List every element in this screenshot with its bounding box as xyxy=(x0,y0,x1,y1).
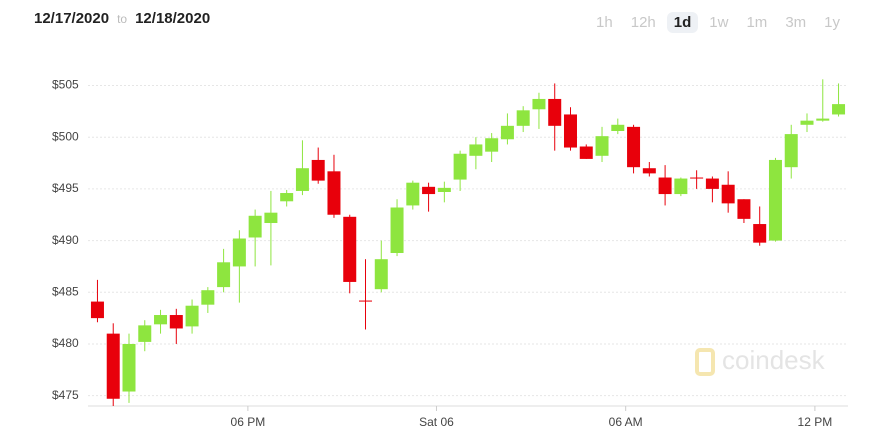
candle-body xyxy=(327,171,341,215)
candle-body xyxy=(169,315,183,329)
candle-body xyxy=(437,187,451,192)
candle-body xyxy=(721,184,735,204)
candle-body xyxy=(311,159,325,181)
candle-body xyxy=(422,186,436,195)
watermark-logo xyxy=(695,348,715,376)
candle-body xyxy=(406,182,420,206)
candle-body xyxy=(816,118,830,121)
candle-body xyxy=(548,98,562,126)
candle-body xyxy=(295,168,309,191)
candle-body xyxy=(374,259,388,290)
range-button[interactable]: 1w xyxy=(709,14,729,31)
y-tick-label: $480 xyxy=(52,336,79,350)
candle-body xyxy=(705,178,719,189)
range-button[interactable]: 3m xyxy=(785,14,807,31)
candle-body xyxy=(217,262,231,288)
x-tick-label: 06 PM xyxy=(231,415,266,429)
candle-body xyxy=(690,177,704,179)
range-button[interactable]: 12h xyxy=(630,14,656,31)
candle-body xyxy=(280,193,294,202)
candle-body xyxy=(674,178,688,195)
candle-body xyxy=(90,301,104,319)
candle-body xyxy=(516,110,530,126)
watermark: coindesk xyxy=(722,345,826,375)
candle-body xyxy=(579,146,593,159)
y-tick-label: $490 xyxy=(52,233,79,247)
candle-body xyxy=(264,212,278,224)
y-tick-label: $475 xyxy=(52,388,79,402)
y-tick-label: $495 xyxy=(52,181,79,195)
range-buttons: 1h 12h 1d 1w 1m 3m 1y xyxy=(589,12,847,33)
candle-body xyxy=(532,98,546,110)
candle-body xyxy=(453,153,467,180)
candle-body xyxy=(248,215,262,238)
candle-body xyxy=(753,224,767,243)
date-range: 12/17/2020 to 12/18/2020 xyxy=(34,10,210,27)
candle-body xyxy=(106,333,120,399)
candle-body xyxy=(185,305,199,327)
candle-body xyxy=(832,104,846,115)
x-tick-label: 12 PM xyxy=(798,415,833,429)
candle-body xyxy=(485,138,499,152)
candle-body xyxy=(642,168,656,174)
range-end: 12/18/2020 xyxy=(135,10,211,27)
candle-body xyxy=(469,144,483,156)
range-button[interactable]: 1d xyxy=(666,12,699,33)
candle-body xyxy=(563,114,577,148)
candle-body xyxy=(768,159,782,241)
y-tick-label: $500 xyxy=(52,129,79,143)
candle-body xyxy=(800,120,814,125)
y-tick-label: $505 xyxy=(52,78,79,92)
candle-body xyxy=(658,177,672,195)
candle-body xyxy=(627,126,641,168)
candle-body xyxy=(138,325,152,342)
candle-body xyxy=(784,134,798,168)
candle-body xyxy=(232,238,246,267)
candle-body xyxy=(500,125,514,140)
candle-body xyxy=(737,199,751,219)
candle-body xyxy=(595,136,609,156)
range-button[interactable]: 1h xyxy=(596,14,613,31)
candle-body xyxy=(390,207,404,253)
candle-body xyxy=(154,315,168,325)
range-start: 12/17/2020 xyxy=(34,10,110,27)
x-tick-label: Sat 06 xyxy=(419,415,454,429)
y-tick-label: $485 xyxy=(52,284,79,298)
range-sep: to xyxy=(117,12,128,26)
range-button[interactable]: 1m xyxy=(746,14,768,31)
candle-body xyxy=(122,343,136,392)
candle-body xyxy=(343,216,357,282)
x-tick-label: 06 AM xyxy=(609,415,643,429)
range-button[interactable]: 1y xyxy=(824,14,840,31)
candle-body xyxy=(611,124,625,131)
candle-body xyxy=(201,290,215,305)
candle-body xyxy=(359,300,373,302)
